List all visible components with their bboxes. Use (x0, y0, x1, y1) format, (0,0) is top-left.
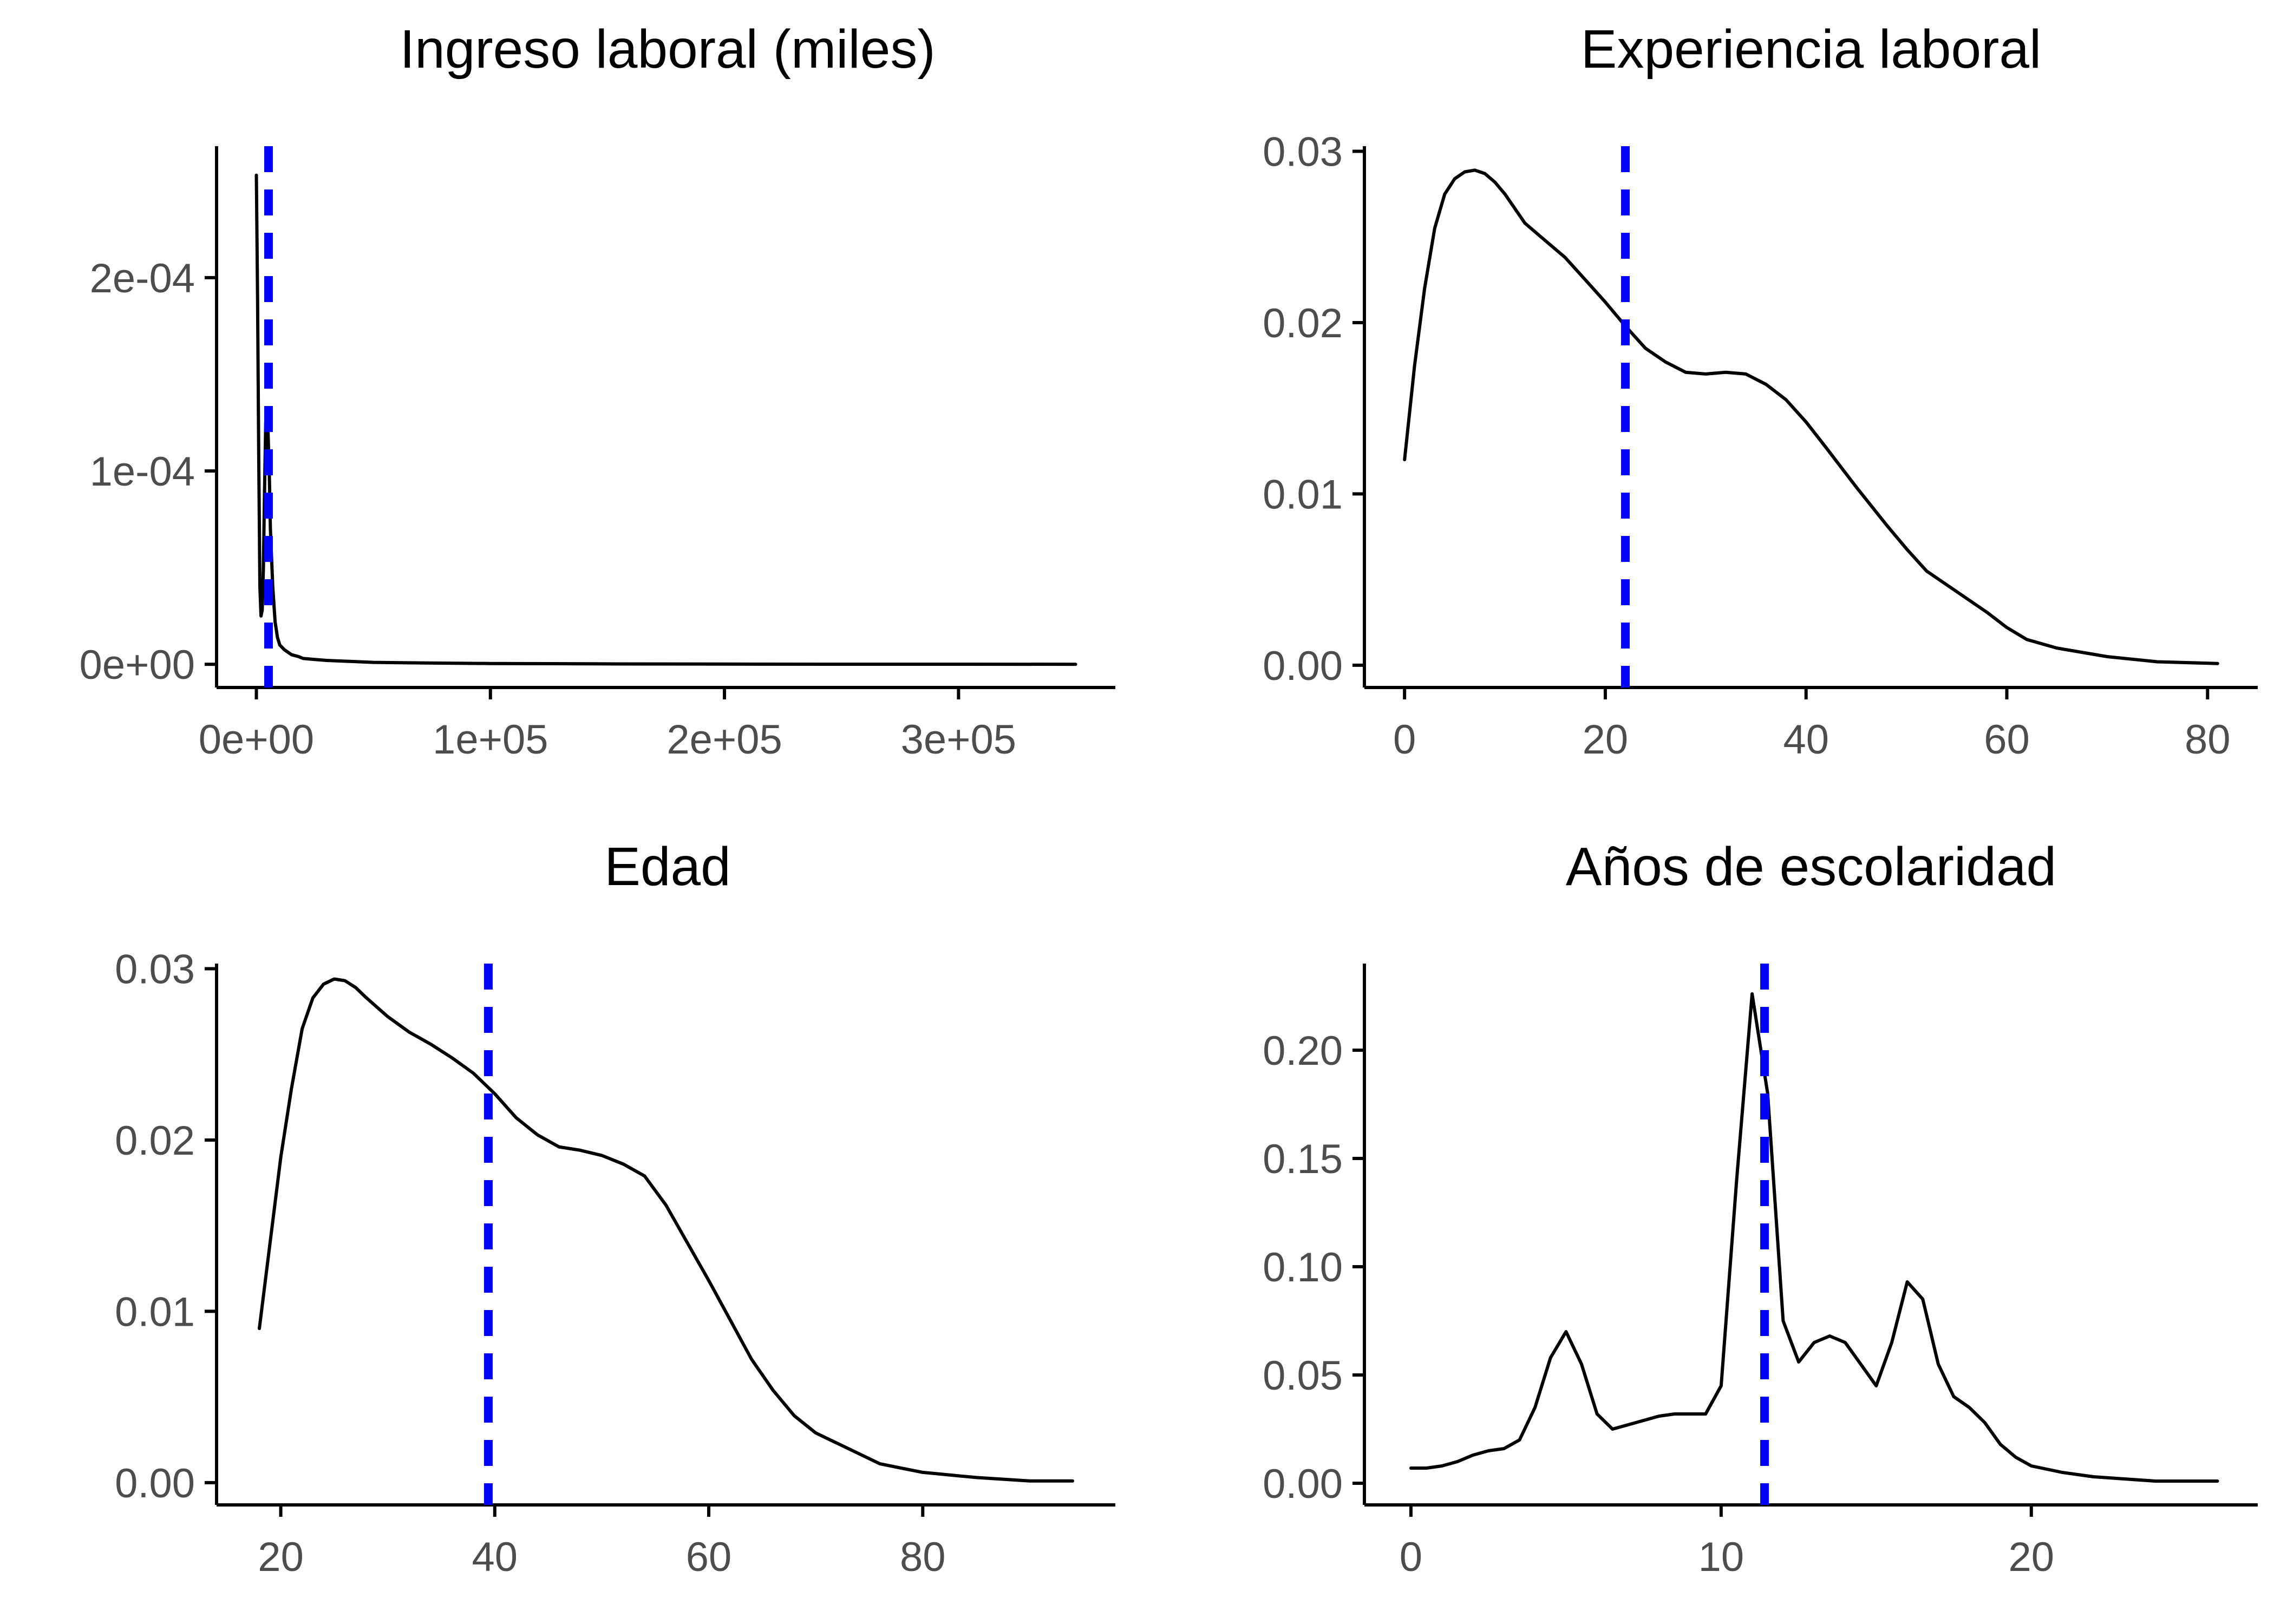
y-tick-label: 0.15 (1263, 1136, 1343, 1182)
panel-experiencia: Experiencia laboral 0 20 40 60 80 0.00 0.01 0.0… (1263, 19, 2258, 763)
density-curve (254, 173, 1077, 666)
density-curve (1403, 168, 2219, 665)
x-tick-label: 20 (1583, 717, 1629, 763)
y-tick-label: 0.01 (1263, 472, 1343, 518)
x-tick-label: 10 (1698, 1534, 1744, 1580)
y-tick-label: 0.00 (115, 1461, 195, 1507)
panel-title: Edad (604, 836, 731, 897)
panel-edad: Edad 20 40 60 80 0.00 0.01 0.02 0.03 (115, 836, 1115, 1580)
y-tick-label: 0.00 (1263, 1461, 1343, 1507)
y-tick-label: 1e-04 (90, 449, 195, 495)
x-tick-label: 60 (686, 1534, 732, 1580)
x-tick-label: 60 (1984, 717, 2030, 763)
y-tick-label: 0e+00 (80, 642, 195, 688)
x-tick-label: 2e+05 (666, 717, 782, 763)
x-tick-label: 0 (1400, 1534, 1422, 1580)
y-tick-label: 0.20 (1263, 1028, 1343, 1074)
x-tick-label: 20 (2008, 1534, 2054, 1580)
x-tick-label: 0e+00 (199, 717, 314, 763)
y-tick-label: 2e-04 (90, 256, 195, 302)
panel-escolaridad: Años de escolaridad 0 10 20 0.00 0.05 0.10 0.1… (1263, 836, 2258, 1580)
density-curve (1409, 992, 2219, 1483)
y-tick-label: 0.10 (1263, 1245, 1343, 1291)
panel-title: Ingreso laboral (miles) (400, 19, 935, 80)
y-tick-label: 0.03 (115, 946, 195, 992)
panel-title: Experiencia laboral (1581, 19, 2042, 80)
y-tick-label: 0.01 (115, 1289, 195, 1335)
panel-ingreso: Ingreso laboral (miles) 0e+00 1e+05 2e+05 3… (80, 19, 1115, 763)
density-curve (258, 977, 1074, 1483)
x-tick-label: 0 (1393, 717, 1416, 763)
y-tick-label: 0.05 (1263, 1353, 1343, 1399)
y-tick-label: 0.03 (1263, 129, 1343, 175)
y-tick-label: 0.00 (1263, 643, 1343, 689)
x-tick-label: 40 (1783, 717, 1829, 763)
panel-title: Años de escolaridad (1566, 836, 2056, 897)
x-tick-label: 80 (2185, 717, 2231, 763)
y-tick-label: 0.02 (1263, 300, 1343, 346)
x-tick-label: 80 (900, 1534, 946, 1580)
x-tick-label: 3e+05 (901, 717, 1016, 763)
y-tick-label: 0.02 (115, 1118, 195, 1164)
x-tick-label: 1e+05 (433, 717, 548, 763)
x-tick-label: 40 (472, 1534, 518, 1580)
x-tick-label: 20 (258, 1534, 304, 1580)
